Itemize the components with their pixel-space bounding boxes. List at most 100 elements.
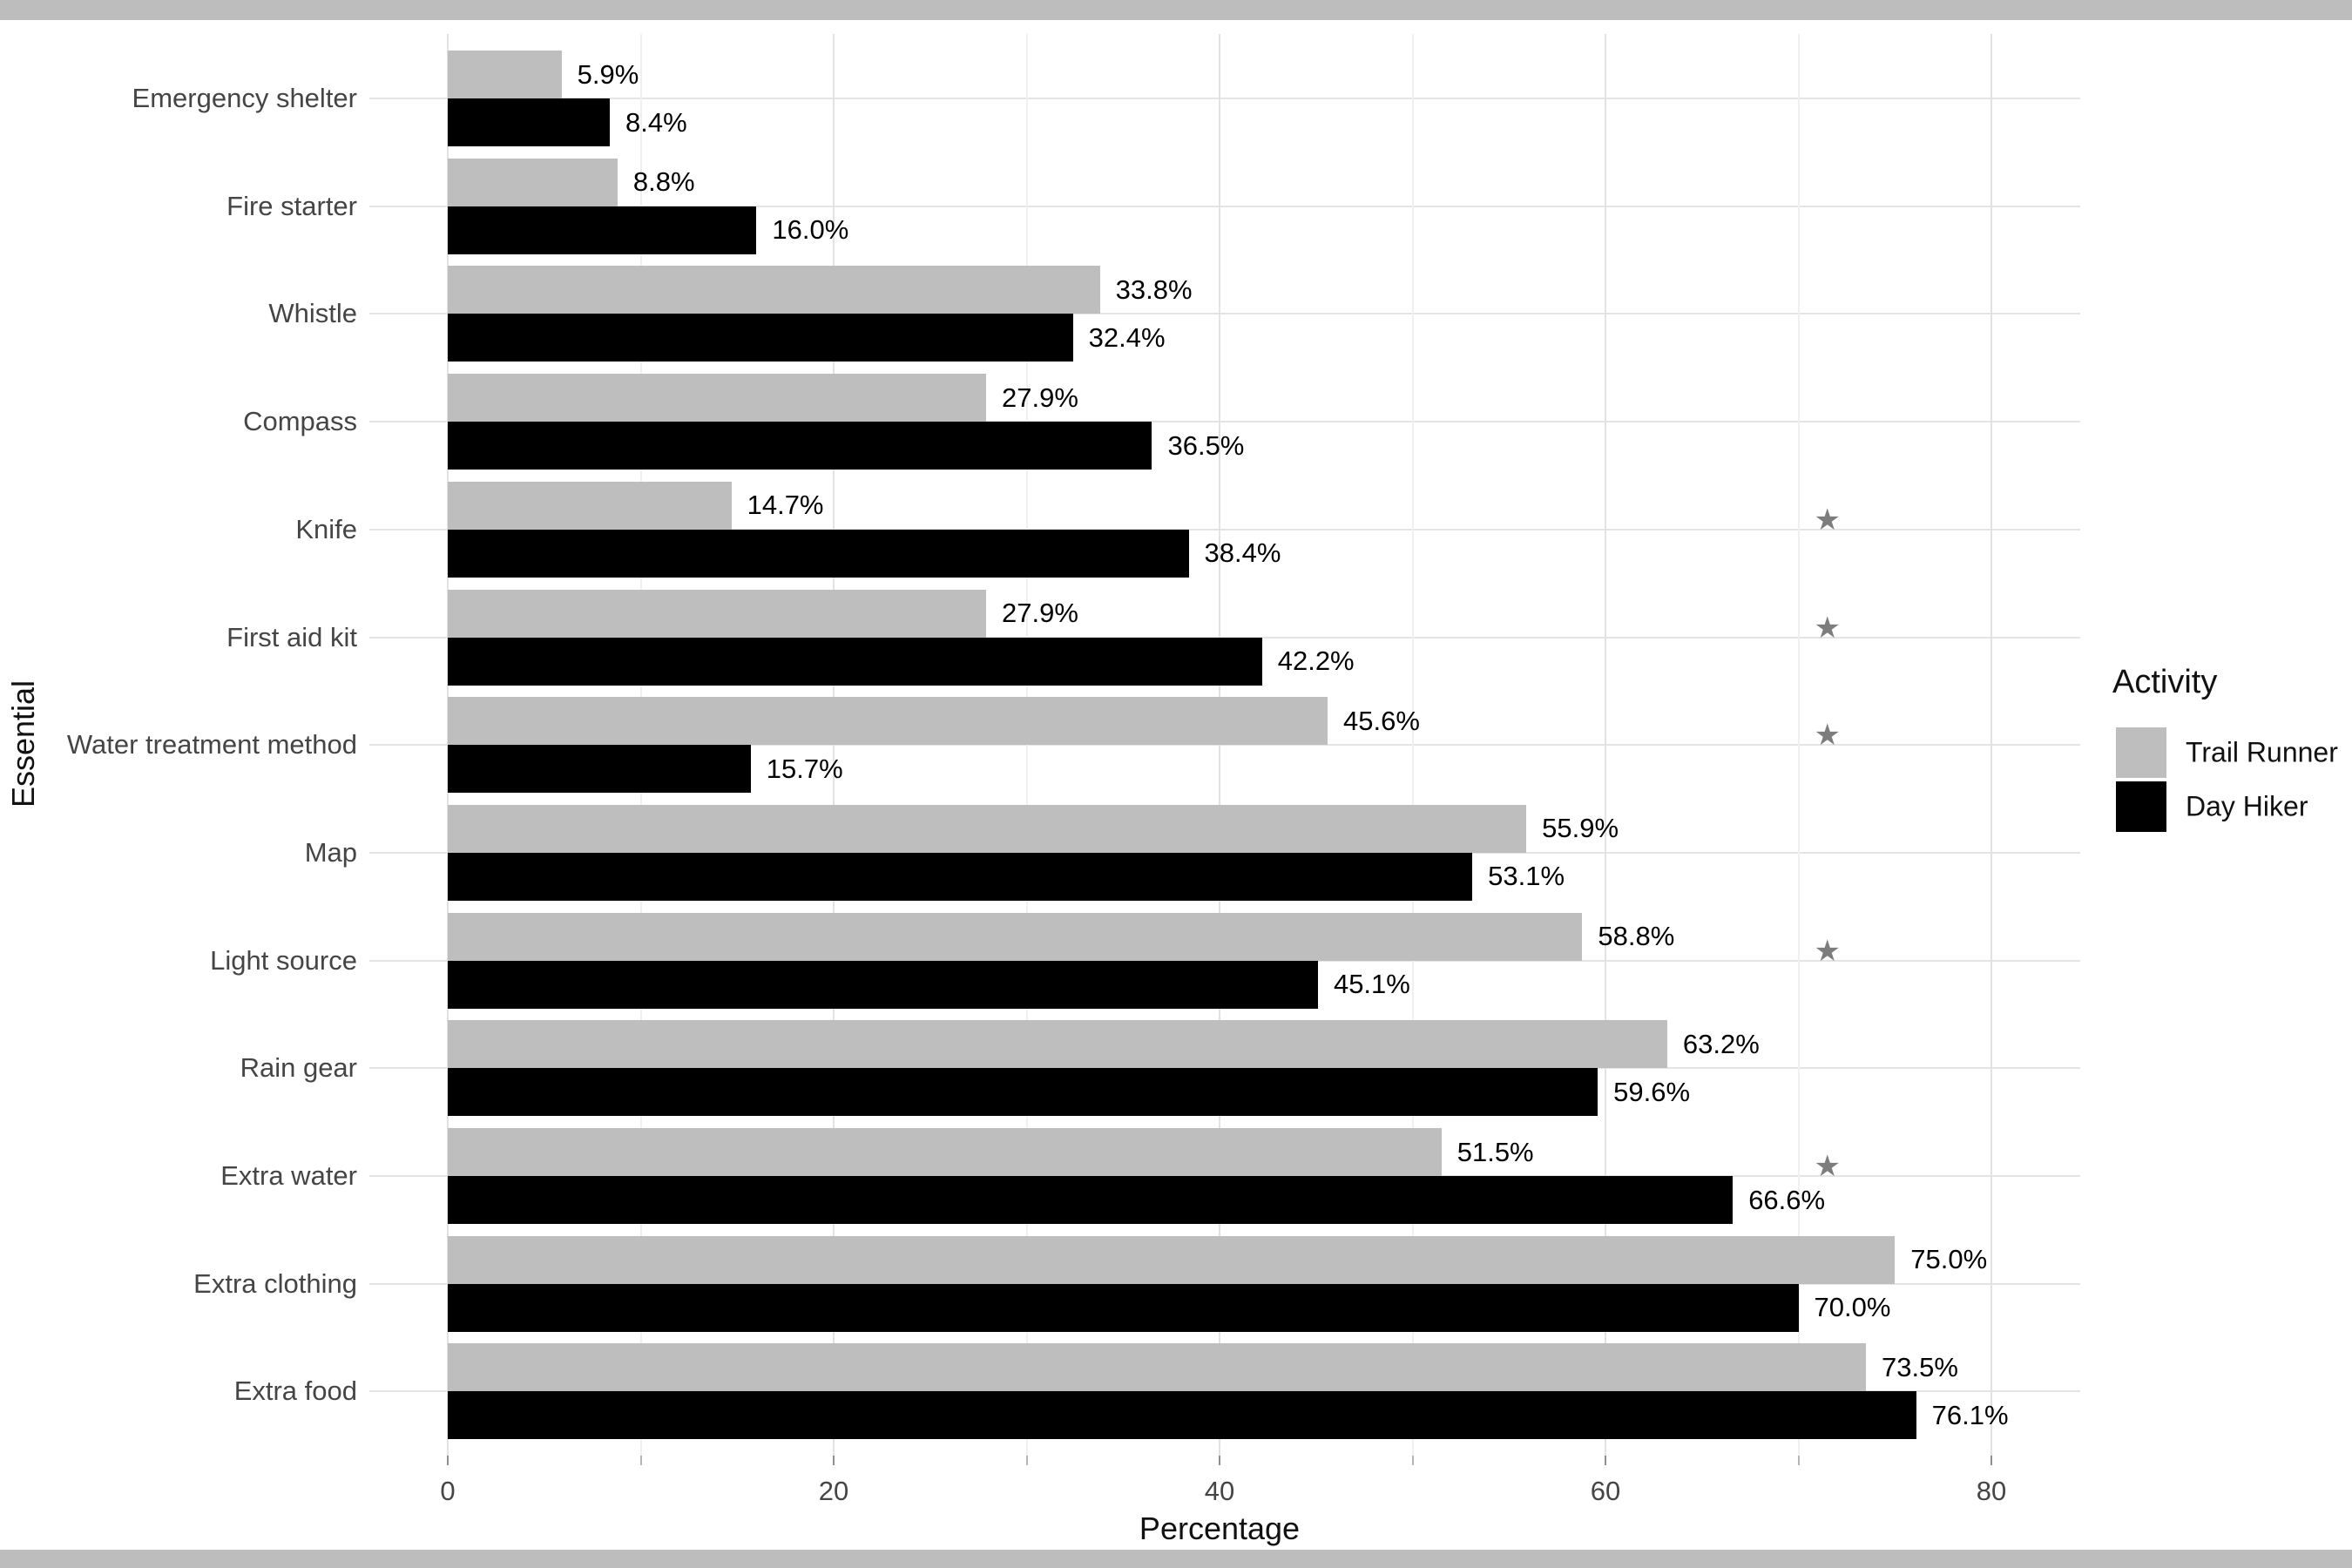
x-axis-tick-label: 80 xyxy=(1976,1476,2007,1506)
bar-value-label: 27.9% xyxy=(1001,382,1078,413)
bar-day-hiker xyxy=(448,314,1073,362)
bar-day-hiker xyxy=(448,1283,1799,1332)
row-gridline xyxy=(369,528,2080,531)
x-axis-tick xyxy=(447,1456,449,1465)
bar-value-label: 55.9% xyxy=(1542,813,1619,844)
bar-value-label: 58.8% xyxy=(1598,921,1675,952)
bar-day-hiker xyxy=(448,1391,1916,1440)
bar-value-label: 51.5% xyxy=(1456,1136,1534,1167)
row-gridline xyxy=(369,205,2080,207)
y-axis-title: Essential xyxy=(5,679,41,808)
bar-value-label: 70.0% xyxy=(1814,1292,1891,1323)
screenshot-frame-bottom xyxy=(0,1550,2352,1568)
bar-day-hiker xyxy=(448,422,1152,470)
x-gridline-minor xyxy=(1797,34,1800,1456)
bar-value-label: 5.9% xyxy=(577,58,639,90)
bar-value-label: 76.1% xyxy=(1931,1399,2009,1430)
bar-value-label: 14.7% xyxy=(747,490,824,521)
bar-trail-runner xyxy=(448,1343,1867,1392)
x-gridline-major xyxy=(1605,34,1606,1456)
bar-value-label: 36.5% xyxy=(1167,429,1245,461)
category-label: Map xyxy=(304,836,357,868)
bar-value-label: 73.5% xyxy=(1882,1351,1958,1382)
bar-day-hiker xyxy=(448,1068,1598,1117)
legend-item: Trail Runner xyxy=(2112,726,2338,780)
bar-trail-runner xyxy=(448,697,1328,746)
significance-star: ★ xyxy=(1814,1150,1841,1183)
x-axis-minor-tick xyxy=(639,1456,642,1465)
bar-trail-runner xyxy=(448,804,1527,853)
bar-value-label: 27.9% xyxy=(1001,598,1078,628)
bar-value-label: 63.2% xyxy=(1682,1028,1760,1059)
bar-value-label: 33.8% xyxy=(1115,274,1193,305)
x-axis-minor-tick xyxy=(1797,1456,1800,1465)
significance-star: ★ xyxy=(1814,934,1841,968)
bar-trail-runner xyxy=(448,912,1583,961)
x-axis-title: Percentage xyxy=(1139,1511,1301,1546)
category-label: Extra food xyxy=(233,1375,357,1407)
legend-swatch-trail-runner xyxy=(2116,727,2166,778)
legend: Activity Trail Runner Day Hiker xyxy=(2112,664,2338,834)
bar-day-hiker xyxy=(448,529,1189,578)
bar-value-label: 16.0% xyxy=(772,214,849,246)
category-label: Whistle xyxy=(268,298,357,329)
bar-day-hiker xyxy=(448,206,757,254)
plot-panel: 5.9% 8.8% 33.8% 27.9% 14.7% 27.9% 45.6% 55.9% 58… xyxy=(369,34,2080,1456)
row-gridline xyxy=(369,421,2080,423)
row-gridline xyxy=(369,744,2080,747)
bar-day-hiker xyxy=(448,960,1318,1009)
legend-title: Activity xyxy=(2112,664,2218,700)
x-axis-tick xyxy=(1990,1456,1992,1465)
bar-day-hiker xyxy=(448,637,1262,686)
bar-value-label: 66.6% xyxy=(1748,1184,1826,1215)
bar-value-label: 45.6% xyxy=(1343,705,1420,736)
row-gridline xyxy=(369,313,2080,315)
legend-item: Day Hiker xyxy=(2112,780,2308,834)
x-axis-tick-label: 0 xyxy=(440,1476,456,1506)
bar-trail-runner xyxy=(448,481,732,530)
screenshot-frame-top xyxy=(0,0,2352,20)
bar-value-label: 38.4% xyxy=(1204,537,1281,569)
legend-swatch-day-hiker xyxy=(2116,781,2166,832)
row-gridline xyxy=(369,98,2080,99)
x-axis-tick-label: 40 xyxy=(1204,1476,1235,1506)
significance-star: ★ xyxy=(1814,611,1841,645)
category-label: Compass xyxy=(243,406,357,437)
x-axis-tick xyxy=(833,1456,835,1465)
bar-trail-runner xyxy=(448,158,618,206)
x-axis-minor-tick xyxy=(1025,1456,1028,1465)
bar-value-label: 59.6% xyxy=(1613,1076,1691,1107)
significance-star: ★ xyxy=(1814,503,1841,537)
legend-item-label: Day Hiker xyxy=(2186,790,2308,822)
bar-trail-runner xyxy=(448,51,562,98)
x-gridline-minor xyxy=(1411,34,1414,1456)
bar-value-label: 32.4% xyxy=(1088,321,1166,353)
category-label: Water treatment method xyxy=(66,729,357,760)
category-label: Knife xyxy=(295,513,357,544)
category-label: Light source xyxy=(210,944,357,976)
bar-value-label: 45.1% xyxy=(1333,969,1410,1000)
bar-day-hiker xyxy=(448,1176,1734,1224)
category-label: Extra clothing xyxy=(193,1267,357,1299)
category-label: Fire starter xyxy=(226,190,357,221)
bar-value-label: 8.4% xyxy=(625,106,687,138)
category-label: Emergency shelter xyxy=(132,83,357,113)
bar-value-label: 42.2% xyxy=(1277,645,1355,676)
category-label: Rain gear xyxy=(240,1052,357,1084)
bar-day-hiker xyxy=(448,98,611,146)
bar-trail-runner xyxy=(448,1235,1896,1284)
legend-item-label: Trail Runner xyxy=(2186,736,2338,768)
x-axis-tick-label: 20 xyxy=(818,1476,849,1506)
significance-star: ★ xyxy=(1814,719,1841,753)
bar-trail-runner xyxy=(448,266,1100,314)
x-axis-tick xyxy=(1219,1456,1220,1465)
bar-day-hiker xyxy=(448,745,751,794)
category-label: Extra water xyxy=(220,1160,357,1191)
x-axis-tick-label: 60 xyxy=(1590,1476,1621,1506)
bar-trail-runner xyxy=(448,589,986,638)
bar-value-label: 15.7% xyxy=(766,753,843,784)
x-gridline-major xyxy=(1990,34,1992,1456)
bar-trail-runner xyxy=(448,374,986,422)
x-axis-tick xyxy=(1605,1456,1606,1465)
bar-value-label: 75.0% xyxy=(1910,1244,1988,1275)
